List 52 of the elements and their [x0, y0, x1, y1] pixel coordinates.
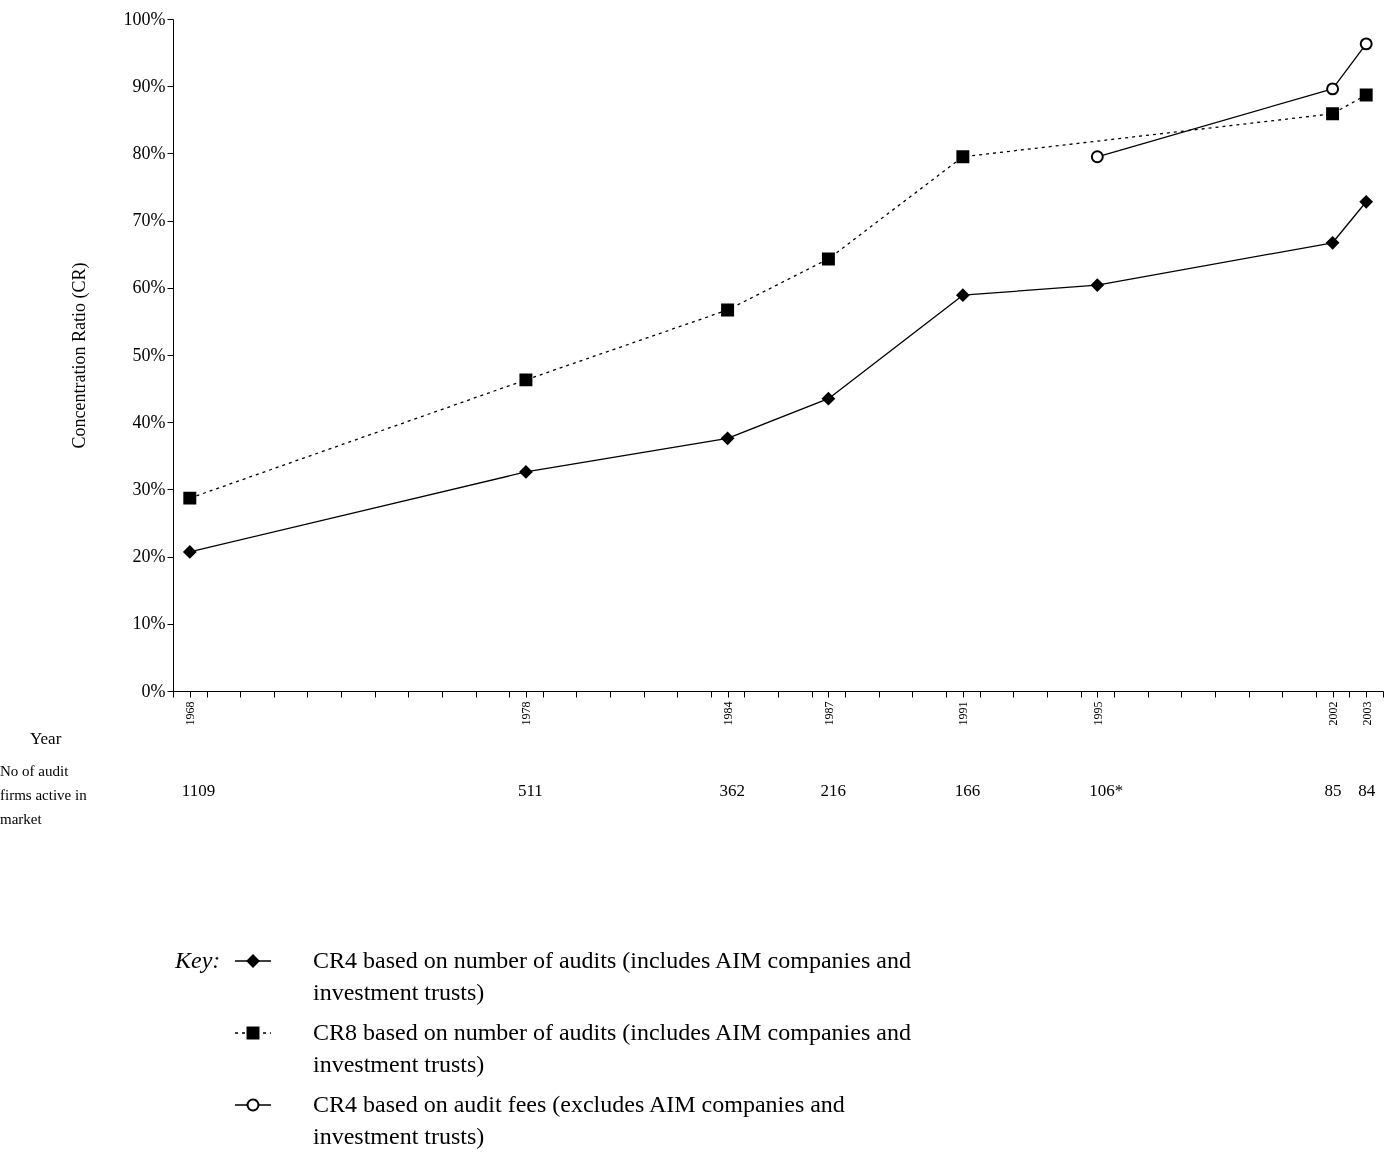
x-tick-label: 1995	[1090, 701, 1105, 726]
text: 84	[1358, 781, 1376, 800]
text: 85	[1324, 781, 1342, 800]
y-tick-label: 10%	[132, 613, 166, 634]
x-tick-label: 2002	[1326, 701, 1341, 726]
text: 166	[954, 781, 981, 800]
point	[721, 431, 735, 445]
text: 216	[820, 781, 846, 800]
x-tick-label: 1968	[183, 701, 198, 726]
text: 362	[719, 781, 746, 800]
x-tick-label: 1984	[721, 701, 736, 726]
legend-label: CR4 based on audit fees (excludes AIM companies and investment trusts)	[313, 1091, 845, 1149]
legend-label: CR8 based on number of audits (includes AIM companies and investment trusts)	[313, 1019, 911, 1077]
point	[821, 252, 835, 266]
text: 106*	[1089, 781, 1124, 800]
legend-label: CR4 based on number of audits (includes AIM companies and investment trusts)	[313, 947, 911, 1005]
point	[1090, 150, 1104, 164]
point	[519, 373, 533, 387]
y-tick-label: 50%	[132, 344, 166, 365]
y-tick-label: 40%	[132, 411, 166, 432]
point	[183, 491, 197, 505]
point	[956, 288, 970, 302]
y-tick-label: 0%	[141, 680, 166, 701]
point	[1090, 278, 1104, 292]
point	[1326, 82, 1340, 96]
x-tick-label: 1991	[956, 701, 971, 726]
y-tick-label: 70%	[132, 210, 166, 231]
y-tick-label: 90%	[132, 75, 166, 96]
x-tick-label: 1978	[519, 701, 534, 726]
text: 1109	[181, 781, 216, 800]
y-axis-title: Concentration Ratio (CR)	[68, 262, 90, 449]
y-tick-label: 80%	[132, 142, 166, 163]
point	[1359, 37, 1373, 51]
y-tick-label: 30%	[132, 478, 166, 499]
text: Year	[30, 729, 62, 748]
text: 511	[517, 781, 543, 800]
point	[821, 392, 835, 406]
legend-title: Key:	[174, 947, 221, 973]
x-tick-label: 1987	[821, 701, 836, 726]
text: No of audit firms active in market	[0, 763, 88, 827]
x-tick-label: 2003	[1359, 701, 1374, 726]
point	[956, 150, 970, 164]
point	[1359, 88, 1373, 102]
point	[183, 545, 197, 559]
point	[1326, 236, 1340, 250]
y-tick-label: 100%	[123, 8, 166, 29]
point	[519, 465, 533, 479]
point	[1326, 107, 1340, 121]
point	[1359, 195, 1373, 209]
y-tick-label: 60%	[132, 277, 166, 298]
y-tick-label: 20%	[132, 546, 166, 567]
point	[721, 303, 735, 317]
